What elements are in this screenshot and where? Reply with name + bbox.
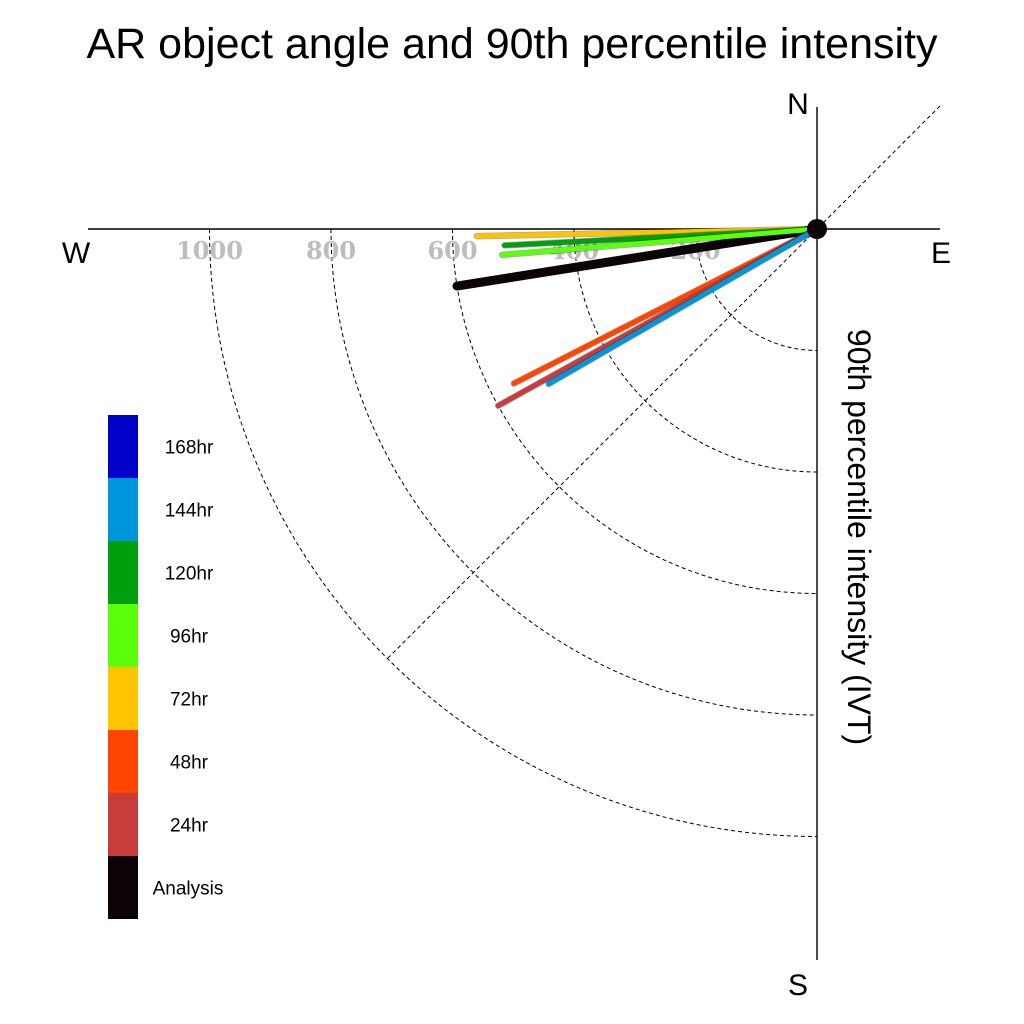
compass-east: E [931, 237, 951, 270]
legend-swatch-72hr [108, 667, 138, 730]
origin-marker [807, 219, 827, 239]
legend-swatch-168hr [108, 415, 138, 478]
legend-label: 144hr [165, 501, 214, 522]
legend-label: 72hr [170, 690, 209, 711]
chart-title: AR object angle and 90th percentile inte… [87, 20, 938, 68]
legend-swatch-24hr [108, 793, 138, 856]
legend-label: 48hr [170, 753, 209, 774]
radial-ring-1000 [209, 228, 818, 837]
radial-tick-label: 600 [427, 236, 477, 265]
legend-swatch-120hr [108, 541, 138, 604]
radial-rings [209, 228, 818, 837]
legend-label: 120hr [165, 564, 214, 585]
legend: 168hr 144hr 120hr 96hr 72hr 48hr 24hr Analysis [108, 415, 223, 919]
series-vector-144hr [545, 225, 821, 388]
legend-label: 24hr [170, 816, 209, 837]
diagonal-guide [385, 105, 941, 661]
compass-west: W [62, 237, 91, 270]
compass-north: N [787, 88, 809, 121]
legend-label: Analysis [153, 879, 224, 900]
legend-label: 96hr [170, 627, 209, 648]
radial-tick-label: 800 [306, 236, 356, 265]
radial-ring-600 [452, 228, 818, 594]
radial-ring-400 [573, 228, 818, 473]
y-axis-label: 90th percentile intensity (IVT) [841, 329, 877, 745]
legend-swatch-analysis [108, 856, 138, 919]
legend-label: 168hr [165, 438, 214, 459]
legend-swatch-96hr [108, 604, 138, 667]
radial-tick-label: 1000 [176, 236, 243, 265]
series-vector-analysis [452, 224, 822, 291]
series-vector-96hr [498, 225, 821, 259]
legend-swatch-48hr [108, 730, 138, 793]
series-vectors [452, 224, 822, 409]
radial-ring-800 [330, 228, 818, 716]
compass-south: S [788, 969, 808, 1002]
radial-ring-200 [695, 228, 818, 351]
legend-swatch-144hr [108, 478, 138, 541]
